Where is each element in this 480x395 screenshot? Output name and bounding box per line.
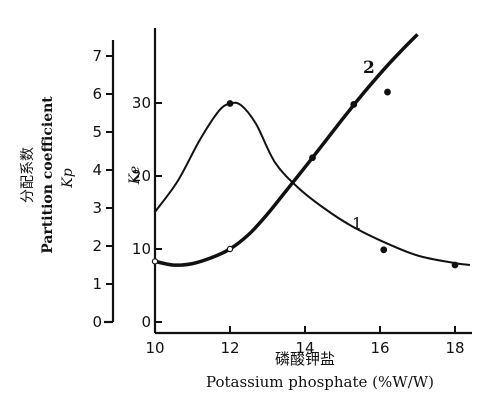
series-1-label: 1 — [352, 214, 362, 233]
series-1-line — [154, 101, 471, 266]
x-tick-label: 10 — [145, 339, 164, 357]
x-tick-label: 12 — [220, 339, 239, 357]
y-right-tick-label: 10 — [132, 240, 151, 258]
y-right-ticks: 0 10 20 30 — [132, 94, 162, 331]
series-2-point — [226, 245, 234, 253]
x-tick-label: 14 — [295, 339, 314, 357]
series-2-point — [384, 88, 391, 96]
y-right-tick-label: 0 — [141, 313, 151, 331]
y-left-tick-label: 5 — [92, 123, 102, 141]
y-left-label-cn: 分配系数 — [20, 147, 36, 203]
y-left-ticks: 0 1 2 3 4 5 6 7 — [92, 47, 113, 331]
x-axis-label-cn: 磷酸钾盐 — [275, 350, 335, 368]
series-2 — [151, 33, 419, 267]
y-right-tick-label: 20 — [132, 167, 151, 185]
y-left-symbol: Kp — [60, 168, 76, 188]
series-2-point — [350, 101, 358, 108]
series-2-point — [309, 154, 316, 162]
y-left-tick-label: 4 — [92, 161, 102, 179]
y-right-tick-label: 30 — [132, 94, 151, 112]
x-ticks: 10 12 14 16 18 — [145, 326, 465, 357]
y-left-tick-label: 7 — [92, 47, 102, 65]
y-left-tick-label: 6 — [92, 85, 102, 103]
y-left-tick-label: 0 — [92, 313, 102, 331]
x-tick-label: 16 — [370, 339, 389, 357]
y-left-label-en: Partition coefficient — [40, 96, 56, 254]
x-tick-label: 18 — [445, 339, 464, 357]
y-left-tick-label: 2 — [92, 237, 102, 255]
y-left-tick-label: 1 — [92, 275, 102, 293]
series-1-point — [451, 261, 459, 269]
series-2-label: 2 — [363, 58, 375, 78]
axes — [104, 28, 472, 335]
series-1-point — [380, 246, 388, 254]
y-right-symbol: Ke — [127, 166, 143, 185]
series-2-line — [154, 33, 419, 267]
series-1 — [154, 100, 471, 269]
series-1-point — [226, 100, 234, 107]
series-2-point — [151, 258, 159, 265]
y-left-tick-label: 3 — [92, 199, 102, 217]
x-axis-label-en: Potassium phosphate (%W/W) — [206, 373, 434, 391]
